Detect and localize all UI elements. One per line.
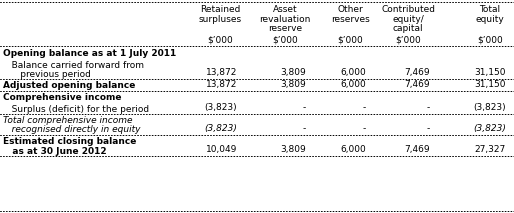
Text: 7,469: 7,469 — [405, 145, 430, 154]
Text: Contributed: Contributed — [381, 5, 435, 14]
Text: -: - — [303, 124, 306, 133]
Text: -: - — [363, 124, 366, 133]
Text: 31,150: 31,150 — [474, 69, 506, 78]
Text: Balance carried forward from: Balance carried forward from — [3, 60, 144, 69]
Text: $’000: $’000 — [207, 36, 233, 45]
Text: 7,469: 7,469 — [405, 80, 430, 89]
Text: -: - — [427, 124, 430, 133]
Text: Asset: Asset — [273, 5, 297, 14]
Text: Opening balance as at 1 July 2011: Opening balance as at 1 July 2011 — [3, 49, 176, 58]
Text: Total comprehensive income: Total comprehensive income — [3, 116, 133, 125]
Text: -: - — [427, 103, 430, 112]
Text: -: - — [303, 103, 306, 112]
Text: 7,469: 7,469 — [405, 69, 430, 78]
Text: as at 30 June 2012: as at 30 June 2012 — [3, 147, 106, 155]
Text: -: - — [363, 103, 366, 112]
Text: Total: Total — [480, 5, 501, 14]
Text: 6,000: 6,000 — [340, 145, 366, 154]
Text: 6,000: 6,000 — [340, 69, 366, 78]
Text: (3,823): (3,823) — [205, 103, 237, 112]
Text: 10,049: 10,049 — [206, 145, 237, 154]
Text: (3,823): (3,823) — [473, 103, 506, 112]
Text: equity: equity — [475, 14, 504, 23]
Text: (3,823): (3,823) — [204, 124, 237, 133]
Text: Surplus (deficit) for the period: Surplus (deficit) for the period — [3, 105, 149, 114]
Text: Estimated closing balance: Estimated closing balance — [3, 137, 136, 146]
Text: 27,327: 27,327 — [475, 145, 506, 154]
Text: Comprehensive income: Comprehensive income — [3, 93, 121, 102]
Text: 31,150: 31,150 — [474, 80, 506, 89]
Text: equity/: equity/ — [392, 14, 424, 23]
Text: capital: capital — [393, 24, 424, 33]
Text: recognised directly in equity: recognised directly in equity — [3, 125, 140, 134]
Text: reserve: reserve — [268, 24, 302, 33]
Text: 13,872: 13,872 — [206, 69, 237, 78]
Text: reserves: reserves — [331, 14, 370, 23]
Text: $’000: $’000 — [395, 36, 421, 45]
Text: revaluation: revaluation — [259, 14, 310, 23]
Text: (3,823): (3,823) — [473, 124, 506, 133]
Text: 6,000: 6,000 — [340, 80, 366, 89]
Text: 3,809: 3,809 — [280, 145, 306, 154]
Text: 3,809: 3,809 — [280, 69, 306, 78]
Text: previous period: previous period — [3, 70, 91, 79]
Text: $’000: $’000 — [272, 36, 298, 45]
Text: 3,809: 3,809 — [280, 80, 306, 89]
Text: $’000: $’000 — [477, 36, 503, 45]
Text: $’000: $’000 — [337, 36, 363, 45]
Text: Retained: Retained — [200, 5, 240, 14]
Text: 13,872: 13,872 — [206, 80, 237, 89]
Text: Other: Other — [337, 5, 363, 14]
Text: surpluses: surpluses — [198, 14, 242, 23]
Text: Adjusted opening balance: Adjusted opening balance — [3, 82, 135, 91]
